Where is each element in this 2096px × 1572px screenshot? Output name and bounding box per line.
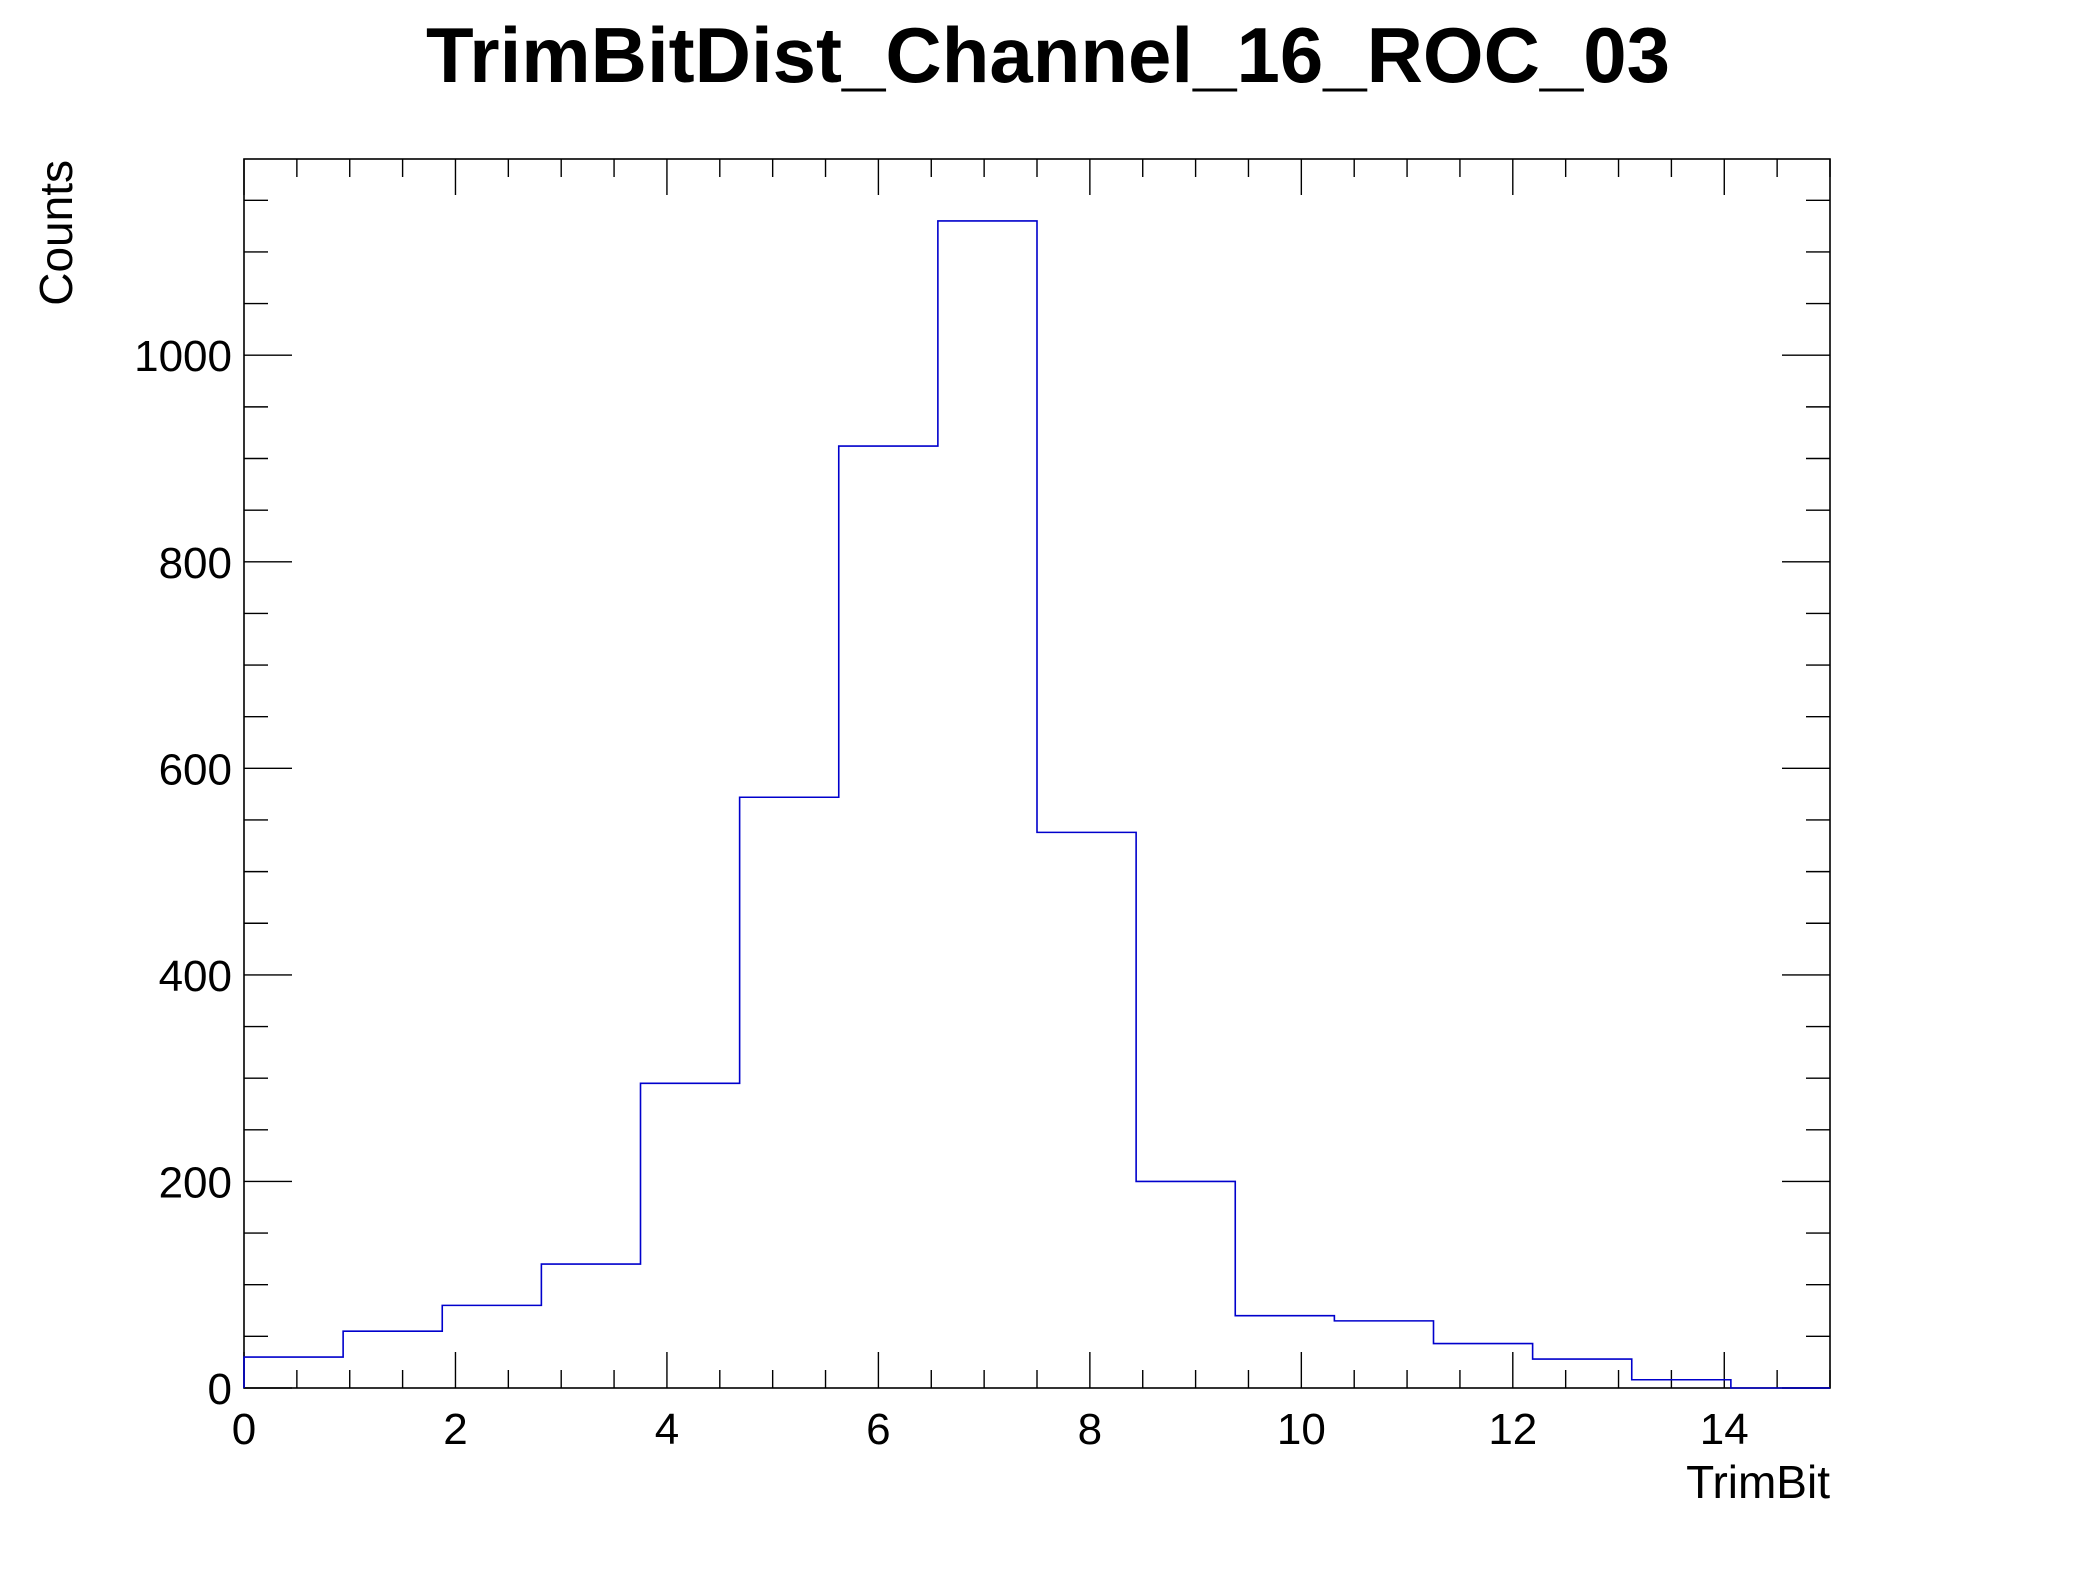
x-tick-label: 8 <box>1078 1405 1102 1454</box>
y-axis-label: Counts <box>30 160 82 306</box>
x-tick-labels: 0 2 4 6 8 10 12 14 <box>232 1405 1749 1454</box>
x-axis-label: TrimBit <box>1686 1456 1830 1508</box>
x-tick-label: 0 <box>232 1405 256 1454</box>
histogram-series-line <box>243 220 1830 1389</box>
y-tick-label: 1000 <box>134 332 232 381</box>
y-tick-label: 600 <box>159 745 232 794</box>
chart-title: TrimBitDist_Channel_16_ROC_03 <box>426 11 1670 99</box>
y-tick-label: 800 <box>159 539 232 588</box>
x-tick-label: 10 <box>1277 1405 1326 1454</box>
y-tick-label: 0 <box>208 1365 232 1414</box>
y-tick-labels: 0 200 400 600 800 1000 <box>134 332 232 1414</box>
axis-ticks <box>243 159 1831 1389</box>
x-tick-label: 12 <box>1488 1405 1537 1454</box>
x-tick-label: 6 <box>866 1405 890 1454</box>
x-tick-label: 14 <box>1700 1405 1749 1454</box>
y-tick-label: 400 <box>159 952 232 1001</box>
x-tick-label: 4 <box>655 1405 679 1454</box>
x-tick-label: 2 <box>443 1405 467 1454</box>
y-tick-label: 200 <box>159 1158 232 1207</box>
